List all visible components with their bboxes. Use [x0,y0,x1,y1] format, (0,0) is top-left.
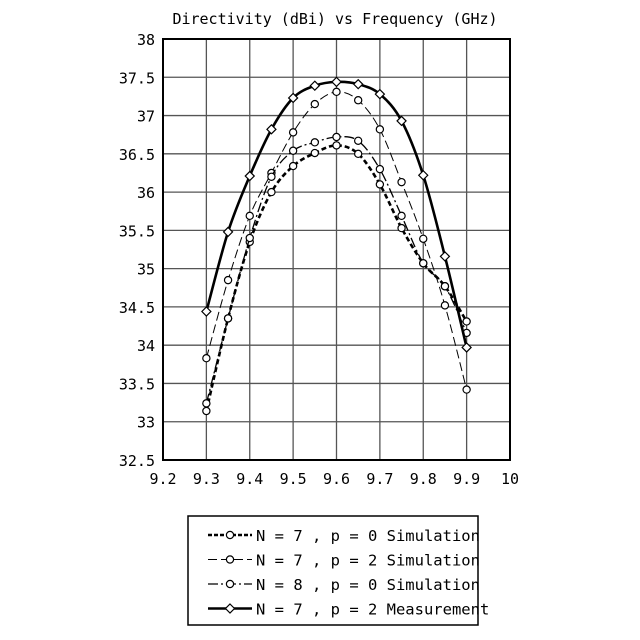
legend-circle-icon [225,530,235,540]
data-point-circle [332,132,341,142]
data-point-diamond [309,80,321,92]
data-point-circle [419,259,428,268]
x-tick-labels: 9.2 9.3 9.4 9.5 9.6 9.7 9.8 9.9 10 [149,470,519,488]
data-point-circle [288,146,298,155]
data-point-circle [310,99,320,109]
legend: N = 7 , p = 0 Simulation N = 7 , p = 2 Si… [187,515,489,626]
data-point-diamond [352,78,364,90]
y-tick-label: 36.5 [119,146,155,164]
legend-item: N = 7 , p = 2 Simulation [208,552,480,570]
data-point-diamond [244,170,256,182]
x-tick-label: 9.8 [410,470,437,488]
legend-box [187,515,479,626]
x-tick-label: 9.6 [323,470,350,488]
data-point-diamond [222,226,234,238]
legend-label: N = 8 , p = 0 Simulation [256,576,480,594]
data-point-circle [419,234,428,243]
data-point-circle [288,128,298,137]
data-point-circle [353,136,363,146]
x-tick-label: 9.9 [453,470,480,488]
chart-title: Directivity (dBi) vs Frequency (GHz) [172,10,497,28]
grid [162,38,511,461]
y-tick-label: 34 [137,337,155,355]
legend-label: N = 7 , p = 0 Simulation [256,527,480,545]
data-point-circle [375,164,385,174]
data-point-diamond [201,306,212,317]
x-tick-label: 10 [501,470,519,488]
series-3 [202,132,471,408]
data-point-diamond [439,251,451,262]
data-point-circle [310,148,320,158]
y-tick-label: 35.5 [119,222,155,240]
series-group [201,76,472,416]
plot-frame [162,38,511,461]
data-point-diamond [461,342,472,353]
data-point-circle [288,161,298,171]
data-point-circle [267,187,276,197]
y-tick-label: 33.5 [119,375,155,393]
data-point-circle [397,211,406,221]
data-point-circle [202,399,211,408]
data-point-circle [245,211,254,221]
series-line [205,144,468,412]
data-point-diamond [287,92,299,104]
data-point-circle [375,180,385,189]
y-tick-label: 35 [137,261,155,279]
data-point-circle [440,282,450,291]
data-point-circle [462,317,471,326]
legend-circle-icon [225,555,235,564]
data-point-circle [353,96,363,105]
data-point-circle [397,177,406,187]
series-4 [201,76,472,353]
x-tick-label: 9.7 [366,470,393,488]
legend-circle-icon [225,579,235,589]
data-point-diamond [396,115,407,127]
data-point-circle [223,314,233,323]
x-tick-label: 9.4 [236,470,263,488]
x-tick-label: 9.5 [280,470,307,488]
data-point-circle [310,138,320,147]
data-point-circle [353,149,363,159]
x-tick-label: 9.3 [193,470,220,488]
data-point-circle [440,301,450,310]
legend-item: N = 7 , p = 0 Simulation [208,527,480,545]
data-point-circle [397,223,406,233]
data-point-diamond [266,123,277,135]
x-tick-label: 9.2 [149,470,176,488]
data-point-circle [332,87,341,97]
y-tick-label: 37.5 [119,69,155,87]
data-point-circle [202,353,211,363]
legend-label: N = 7 , p = 2 Measurement [256,601,489,619]
legend-item: N = 7 , p = 2 Measurement [208,601,489,619]
y-tick-label: 32.5 [119,452,155,470]
data-point-circle [245,233,254,243]
y-tick-label: 37 [137,108,155,126]
data-point-circle [375,125,385,134]
y-tick-label: 36 [137,184,155,202]
data-point-circle [223,275,233,285]
y-tick-label: 34.5 [119,299,155,317]
data-point-diamond [331,76,342,88]
data-point-circle [267,172,276,181]
y-tick-labels: 32.5 33 33.5 34 34.5 35 35.5 36 36.5 37 37.5 38 [119,31,155,470]
data-point-diamond [417,169,429,181]
data-point-circle [202,406,211,416]
y-tick-label: 38 [137,31,155,49]
data-point-circle [462,385,471,394]
legend-label: N = 7 , p = 2 Simulation [256,552,480,570]
data-point-diamond [374,88,386,100]
data-point-circle [332,141,341,150]
legend-diamond-icon [224,603,236,614]
legend-item: N = 8 , p = 0 Simulation [208,576,480,594]
y-tick-label: 33 [137,414,155,432]
